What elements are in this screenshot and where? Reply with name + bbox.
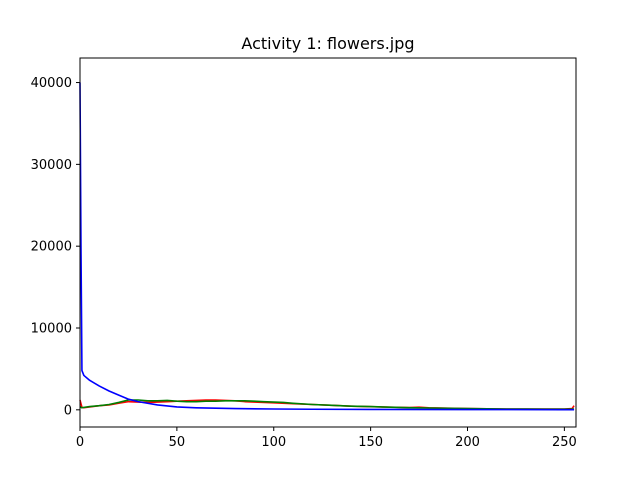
chart-title: Activity 1: flowers.jpg (241, 34, 414, 53)
x-tick-label: 100 (261, 435, 286, 450)
x-tick-label: 0 (76, 435, 84, 450)
y-tick-label: 10000 (31, 322, 72, 337)
y-tick-label: 0 (64, 403, 72, 418)
x-tick-label: 250 (552, 435, 577, 450)
x-tick-label: 50 (169, 435, 186, 450)
series-layer (79, 82, 575, 411)
y-tick-label: 20000 (31, 240, 72, 255)
x-tick-label: 200 (455, 435, 480, 450)
axes-frame (79, 57, 577, 428)
x-tick-label: 150 (358, 435, 383, 450)
axes-layer: 0 50 100 150 200 250 0 10000 20000 30000 40000 (31, 57, 577, 450)
series-line-2 (79, 82, 575, 411)
y-tick-label: 40000 (31, 76, 72, 91)
y-tick-label: 30000 (31, 158, 72, 173)
series-line-1 (79, 399, 575, 410)
